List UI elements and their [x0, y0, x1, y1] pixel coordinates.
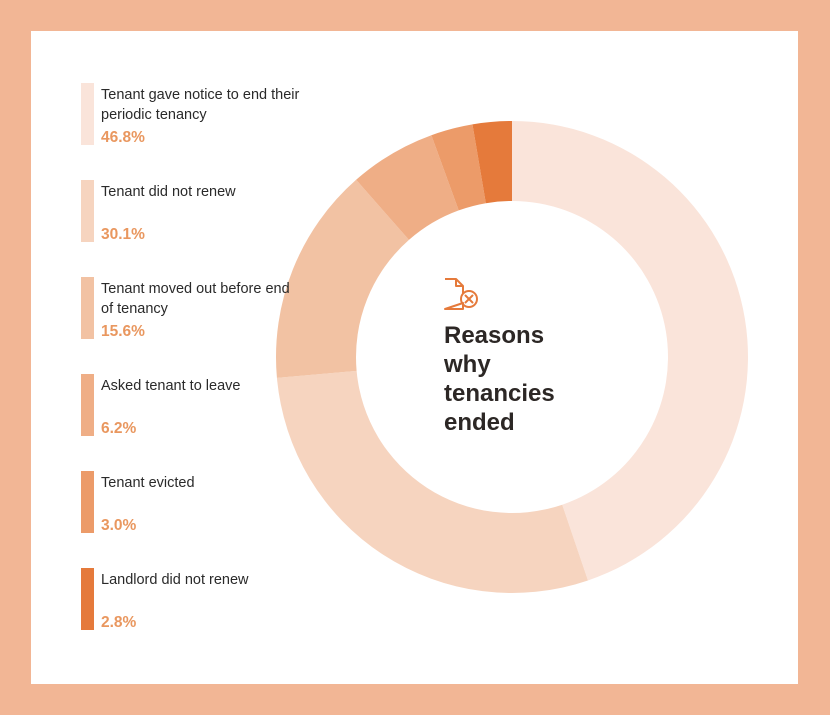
donut-slice-6 [472, 121, 512, 204]
legend-item-did-not-renew: Tenant did not renew 30.1% [81, 180, 311, 243]
legend-item-notice: Tenant gave notice to end their periodic… [81, 83, 311, 146]
legend-swatch [81, 568, 94, 630]
legend-label: Tenant moved out before end of tenancy [101, 281, 290, 317]
legend-value: 3.0% [101, 517, 137, 534]
legend-item-landlord-did-not-renew: Landlord did not renew 2.8% [81, 568, 311, 631]
legend-label: Asked tenant to leave [101, 378, 241, 394]
donut-chart [276, 121, 749, 594]
legend-value: 2.8% [101, 614, 137, 631]
legend-swatch [81, 471, 94, 533]
chart-card: Tenant gave notice to end their periodic… [31, 31, 798, 684]
chart-title: Reasons why tenancies ended [444, 322, 555, 436]
legend-value: 46.8% [101, 129, 145, 146]
legend-label: Landlord did not renew [101, 572, 249, 588]
legend-swatch [81, 374, 94, 436]
legend-swatch [81, 83, 94, 145]
donut-slice-5 [431, 124, 486, 211]
donut-slice-2 [276, 370, 588, 594]
legend-swatch [81, 180, 94, 242]
legend-label: Tenant gave notice to end their periodic… [101, 87, 300, 123]
legend-item-evicted: Tenant evicted 3.0% [81, 471, 311, 534]
legend-value: 30.1% [101, 226, 145, 243]
donut-slice-1 [512, 121, 749, 581]
legend-value: 6.2% [101, 420, 137, 437]
legend-label: Tenant did not renew [101, 184, 236, 200]
legend-item-asked-to-leave: Asked tenant to leave 6.2% [81, 374, 311, 437]
donut-slice-3 [276, 179, 409, 378]
donut-slice-4 [356, 135, 459, 240]
legend-swatch [81, 277, 94, 339]
legend-label: Tenant evicted [101, 475, 195, 491]
document-cancel-icon [444, 278, 478, 310]
legend-item-moved-out: Tenant moved out before end of tenancy 1… [81, 277, 311, 340]
legend-value: 15.6% [101, 323, 145, 340]
